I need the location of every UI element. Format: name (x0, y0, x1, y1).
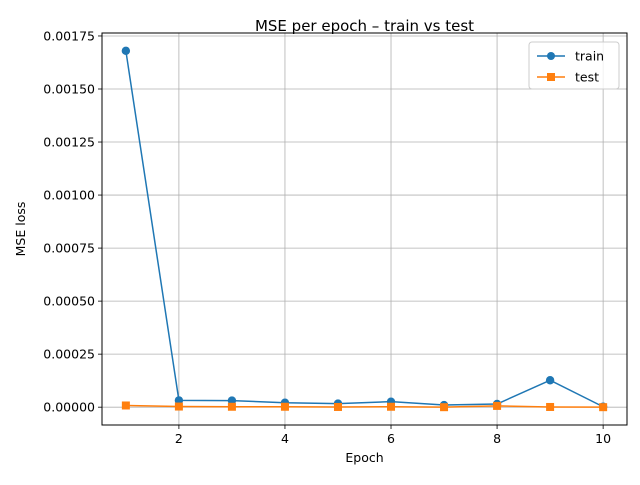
series-line-train (125, 50, 604, 408)
data-point-test (546, 402, 555, 411)
data-point-test (333, 402, 342, 411)
data-point-test (174, 402, 183, 411)
y-tick-label: 0.00100 (43, 188, 95, 203)
legend-box (528, 41, 620, 90)
series-line-test (125, 404, 604, 408)
legend-label-train: train (575, 49, 604, 64)
data-point-train (121, 46, 131, 56)
x-tick-label: 10 (595, 431, 611, 446)
grid (102, 33, 627, 425)
series-test (121, 401, 608, 412)
chart-title: MSE per epoch – train vs test (255, 17, 474, 35)
data-point-test (387, 402, 396, 411)
data-point-train (174, 396, 184, 405)
y-tick-label: 0.00025 (43, 347, 95, 362)
y-tick-label: 0.00000 (43, 400, 95, 415)
plot-area-frame (101, 32, 628, 426)
x-tick-label: 2 (175, 431, 183, 446)
data-point-test (280, 402, 289, 411)
data-point-train (227, 396, 237, 405)
data-point-test (440, 403, 449, 412)
data-point-train (545, 376, 555, 385)
y-tick-label: 0.00175 (43, 28, 95, 43)
legend-marker-test (547, 73, 555, 81)
legend: train test (528, 41, 620, 90)
y-tick-label: 0.00050 (43, 294, 95, 309)
data-point-test (121, 401, 130, 410)
legend-label-test: test (575, 70, 599, 85)
data-point-test (227, 402, 236, 411)
x-tick-label: 6 (387, 431, 395, 446)
x-tick-label: 4 (281, 431, 289, 446)
data-point-test (493, 401, 502, 410)
y-tick-label: 0.00075 (43, 241, 95, 256)
data-point-test (599, 403, 608, 412)
axis-ticks: 2 4 6 8 10 0.00000 0.00025 0.00050 0.00075 0.0010… (43, 28, 611, 446)
legend-marker-train (547, 52, 555, 60)
x-axis-label: Epoch (345, 450, 383, 465)
y-tick-label: 0.00150 (43, 82, 95, 97)
series-layer (121, 46, 608, 412)
y-tick-label: 0.00125 (43, 135, 95, 150)
x-tick-label: 8 (493, 431, 501, 446)
y-axis-label: MSE loss (13, 202, 28, 257)
